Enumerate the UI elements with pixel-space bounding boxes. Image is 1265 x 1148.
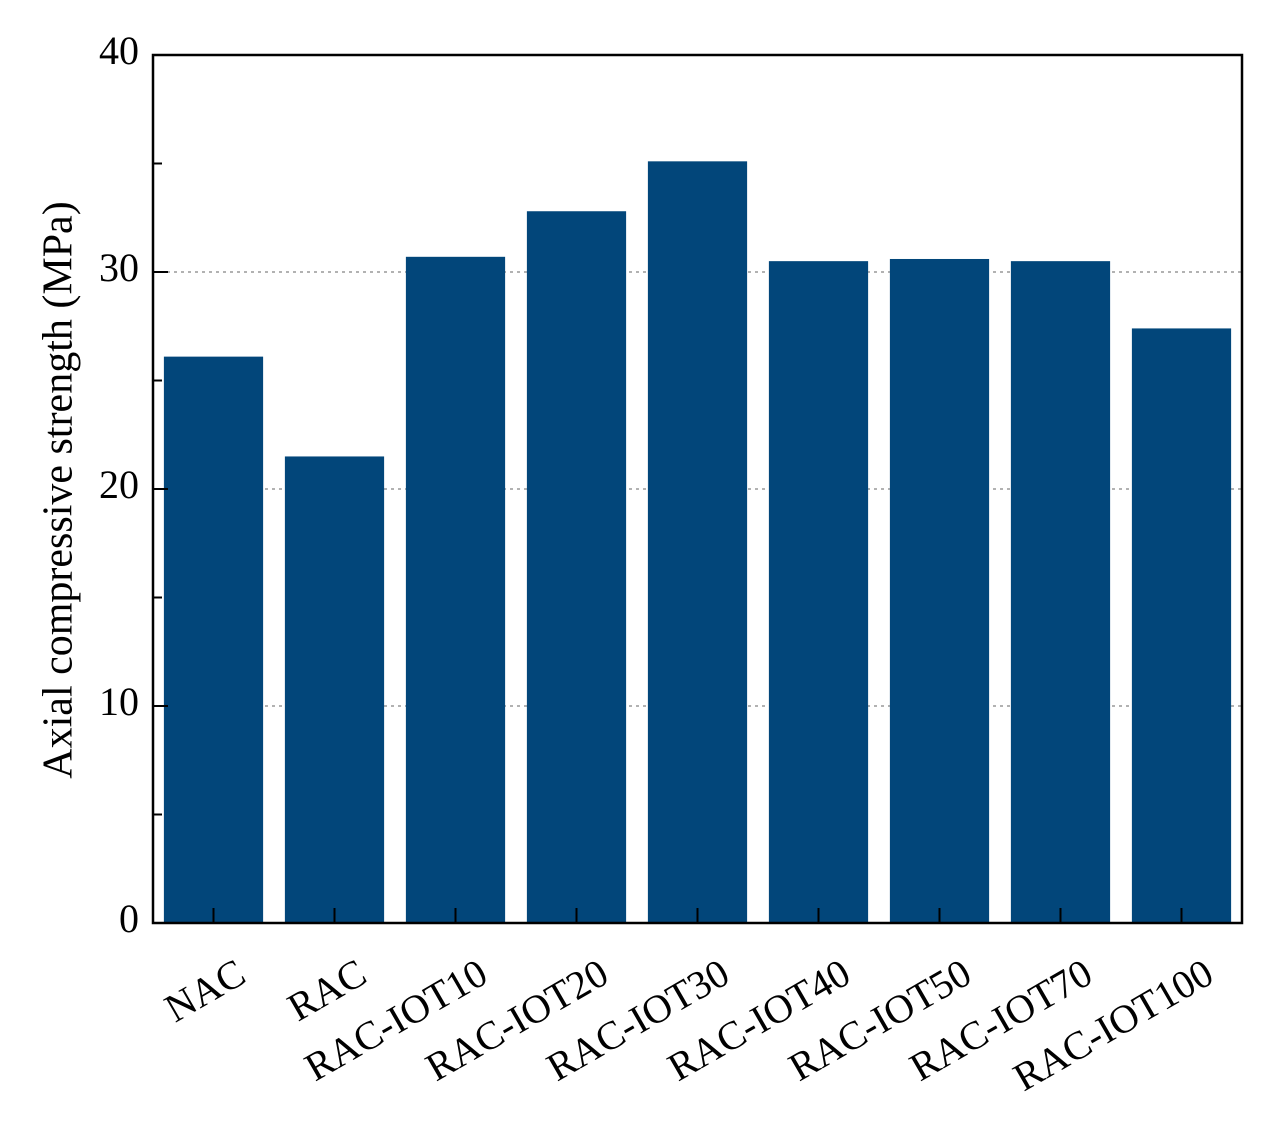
bar	[526, 211, 627, 924]
bar	[405, 256, 506, 923]
y-axis-title: Axial compressive strength (MPa)	[36, 201, 82, 778]
bar	[284, 456, 385, 923]
y-tick-label: 20	[99, 462, 139, 507]
bar	[889, 258, 990, 924]
bar	[768, 261, 869, 923]
bar	[163, 356, 264, 923]
y-tick-label: 30	[99, 245, 139, 290]
y-tick-label: 0	[119, 896, 139, 941]
plot-frame	[151, 53, 1244, 925]
y-tick-label: 10	[99, 679, 139, 724]
x-tick-label: NAC	[157, 950, 253, 1031]
y-tick-label: 40	[99, 28, 139, 73]
bar	[647, 161, 748, 923]
bar	[1010, 261, 1111, 923]
bar	[1131, 328, 1232, 923]
